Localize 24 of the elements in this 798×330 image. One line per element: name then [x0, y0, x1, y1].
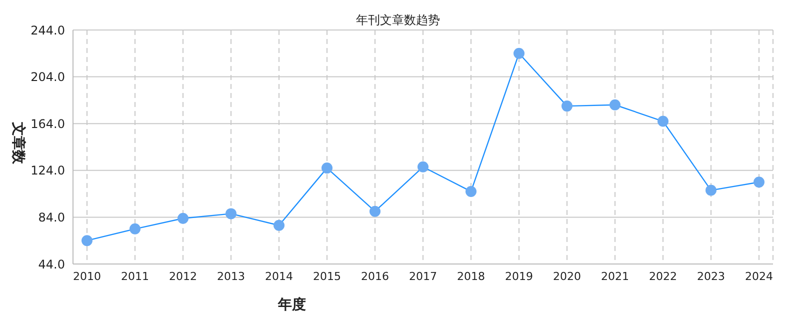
x-tick-label: 2014 [265, 270, 293, 283]
x-tick-label: 2024 [745, 270, 773, 283]
x-tick-label: 2020 [553, 270, 581, 283]
x-tick-label: 2019 [505, 270, 533, 283]
x-tick-label: 2017 [409, 270, 437, 283]
x-tick-label: 2018 [457, 270, 485, 283]
x-tick-label: 2010 [73, 270, 101, 283]
x-tick-label: 2011 [121, 270, 149, 283]
x-tick-label: 2023 [697, 270, 725, 283]
y-tick-label: 124.0 [30, 164, 65, 178]
chart-title: 年刊文章数趋势 [356, 13, 440, 27]
y-tick-label: 84.0 [38, 210, 65, 224]
y-tick-label: 44.0 [38, 257, 65, 272]
y-tick-label: 164.0 [30, 116, 65, 131]
x-tick-label: 2012 [169, 270, 197, 283]
x-axis-title: 年度 [278, 296, 306, 314]
y-axis-title: 文章数 [10, 121, 27, 165]
y-tick-label: 204.0 [30, 70, 65, 84]
x-tick-label: 2015 [313, 270, 341, 283]
y-tick-label: 244.0 [30, 23, 65, 38]
x-tick-label: 2016 [361, 270, 389, 283]
x-tick-label: 2022 [649, 270, 677, 283]
x-tick-label: 2021 [601, 270, 629, 283]
x-tick-label: 2013 [217, 270, 245, 283]
